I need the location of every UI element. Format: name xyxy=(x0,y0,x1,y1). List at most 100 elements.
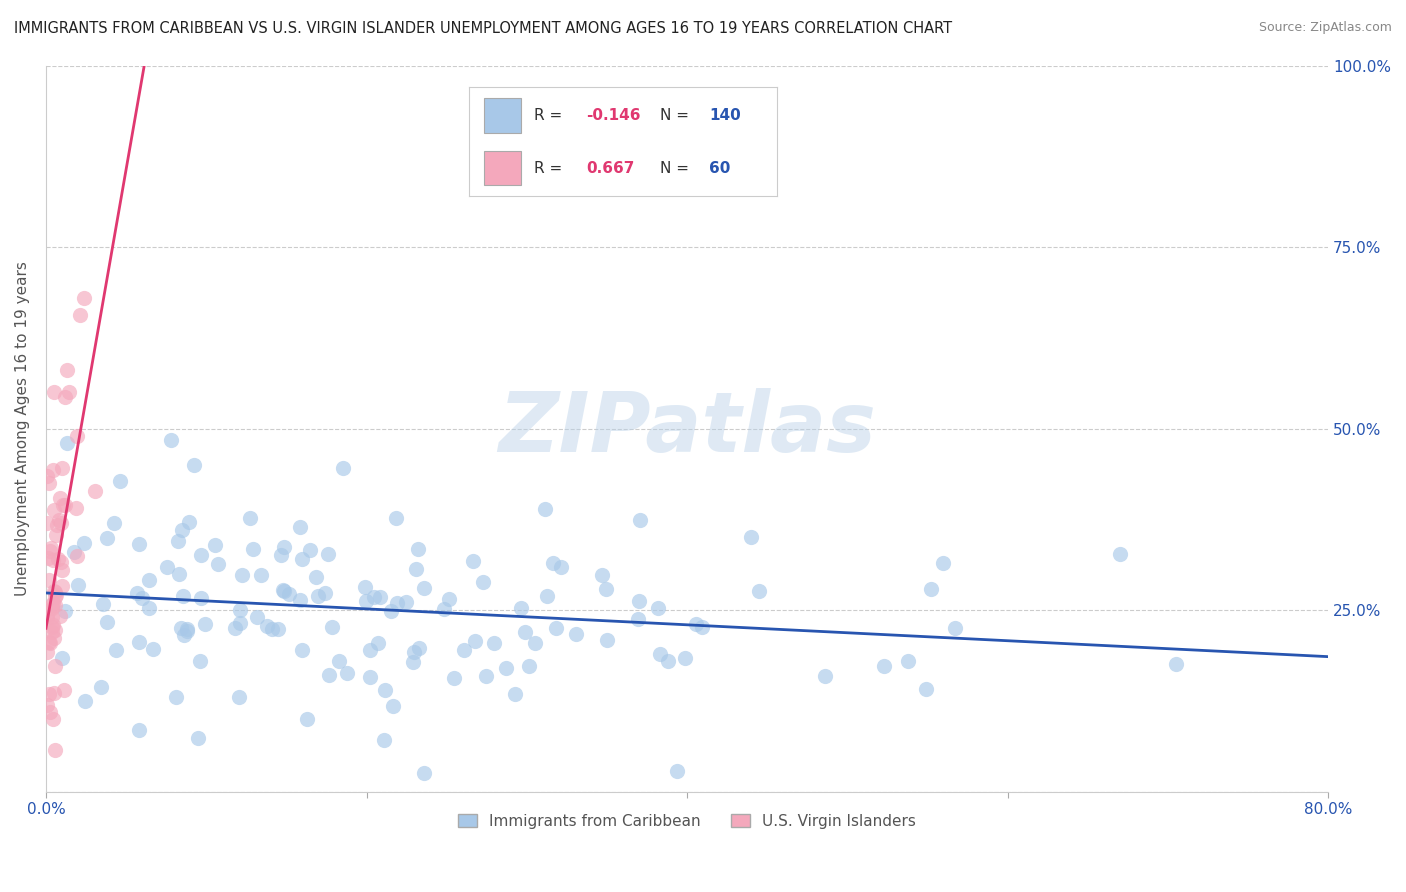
Point xyxy=(38,687,60,701)
Point xyxy=(138,600,160,615)
Point xyxy=(472,574,495,589)
Point xyxy=(155,560,177,574)
Point xyxy=(188,654,211,668)
Point xyxy=(482,636,505,650)
Point xyxy=(128,723,150,737)
Point xyxy=(354,580,377,594)
Point xyxy=(51,460,73,475)
Point xyxy=(453,643,475,657)
Point xyxy=(39,543,62,558)
Point xyxy=(173,628,195,642)
Point xyxy=(814,669,837,683)
Point xyxy=(474,669,496,683)
Point xyxy=(183,458,205,472)
Point xyxy=(546,621,568,635)
Point xyxy=(42,712,65,726)
Point xyxy=(336,666,359,681)
Point xyxy=(48,609,70,624)
Point xyxy=(83,484,105,499)
Point xyxy=(51,579,73,593)
Point xyxy=(534,502,557,516)
Point xyxy=(96,615,118,629)
Point xyxy=(35,611,58,625)
Point xyxy=(37,551,59,566)
Point xyxy=(96,531,118,545)
Point xyxy=(55,436,77,450)
Point xyxy=(51,562,73,576)
Point xyxy=(35,645,58,659)
Point xyxy=(408,640,430,655)
Point xyxy=(39,541,62,555)
Point xyxy=(395,595,418,609)
Point xyxy=(626,611,648,625)
Point xyxy=(44,591,66,605)
Point xyxy=(242,542,264,557)
Point xyxy=(73,291,96,305)
Point xyxy=(273,540,295,554)
Point xyxy=(673,650,696,665)
Point xyxy=(229,603,252,617)
Point xyxy=(685,617,707,632)
Point xyxy=(359,670,381,684)
Point xyxy=(291,552,314,566)
Point xyxy=(41,598,63,612)
Point xyxy=(932,556,955,570)
Point xyxy=(1164,657,1187,671)
Point xyxy=(412,581,434,595)
Point xyxy=(63,545,86,559)
Point xyxy=(42,553,65,567)
Point xyxy=(42,584,65,599)
Point xyxy=(291,642,314,657)
Point xyxy=(318,668,340,682)
Point xyxy=(42,463,65,477)
Point xyxy=(385,596,408,610)
Point xyxy=(464,634,486,648)
Point xyxy=(41,601,63,615)
Point xyxy=(176,624,198,638)
Point xyxy=(363,591,385,605)
Point xyxy=(35,607,58,621)
Point xyxy=(332,461,354,475)
Point xyxy=(262,622,284,636)
Point xyxy=(187,731,209,745)
Point xyxy=(38,573,60,587)
Point xyxy=(267,622,290,636)
Point xyxy=(42,597,65,611)
Point xyxy=(402,655,425,669)
Point xyxy=(596,633,619,648)
Point xyxy=(565,627,588,641)
Point xyxy=(128,635,150,649)
Point xyxy=(897,654,920,668)
Point xyxy=(172,590,194,604)
Point xyxy=(166,533,188,548)
Point xyxy=(374,682,396,697)
Point xyxy=(52,683,75,698)
Point xyxy=(42,686,65,700)
Point xyxy=(204,538,226,552)
Y-axis label: Unemployment Among Ages 16 to 19 years: Unemployment Among Ages 16 to 19 years xyxy=(15,261,30,596)
Point xyxy=(509,601,531,615)
Point xyxy=(536,589,558,603)
Point xyxy=(356,594,378,608)
Point xyxy=(295,712,318,726)
Point xyxy=(380,604,402,618)
Point xyxy=(190,591,212,605)
Point xyxy=(503,687,526,701)
Point xyxy=(167,566,190,581)
Point xyxy=(42,503,65,517)
Point xyxy=(35,698,58,712)
Point xyxy=(748,584,770,599)
Point xyxy=(138,573,160,587)
Point xyxy=(67,578,90,592)
Point xyxy=(943,621,966,635)
Point xyxy=(915,681,938,696)
Point xyxy=(524,635,547,649)
Point xyxy=(44,658,66,673)
Point xyxy=(44,623,66,637)
Point xyxy=(44,585,66,599)
Point xyxy=(194,617,217,632)
Point xyxy=(443,671,465,685)
Point xyxy=(51,651,73,665)
Point xyxy=(66,549,89,563)
Point xyxy=(75,693,97,707)
